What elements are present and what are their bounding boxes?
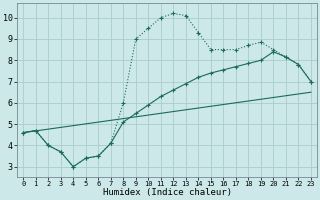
X-axis label: Humidex (Indice chaleur): Humidex (Indice chaleur) (103, 188, 232, 197)
